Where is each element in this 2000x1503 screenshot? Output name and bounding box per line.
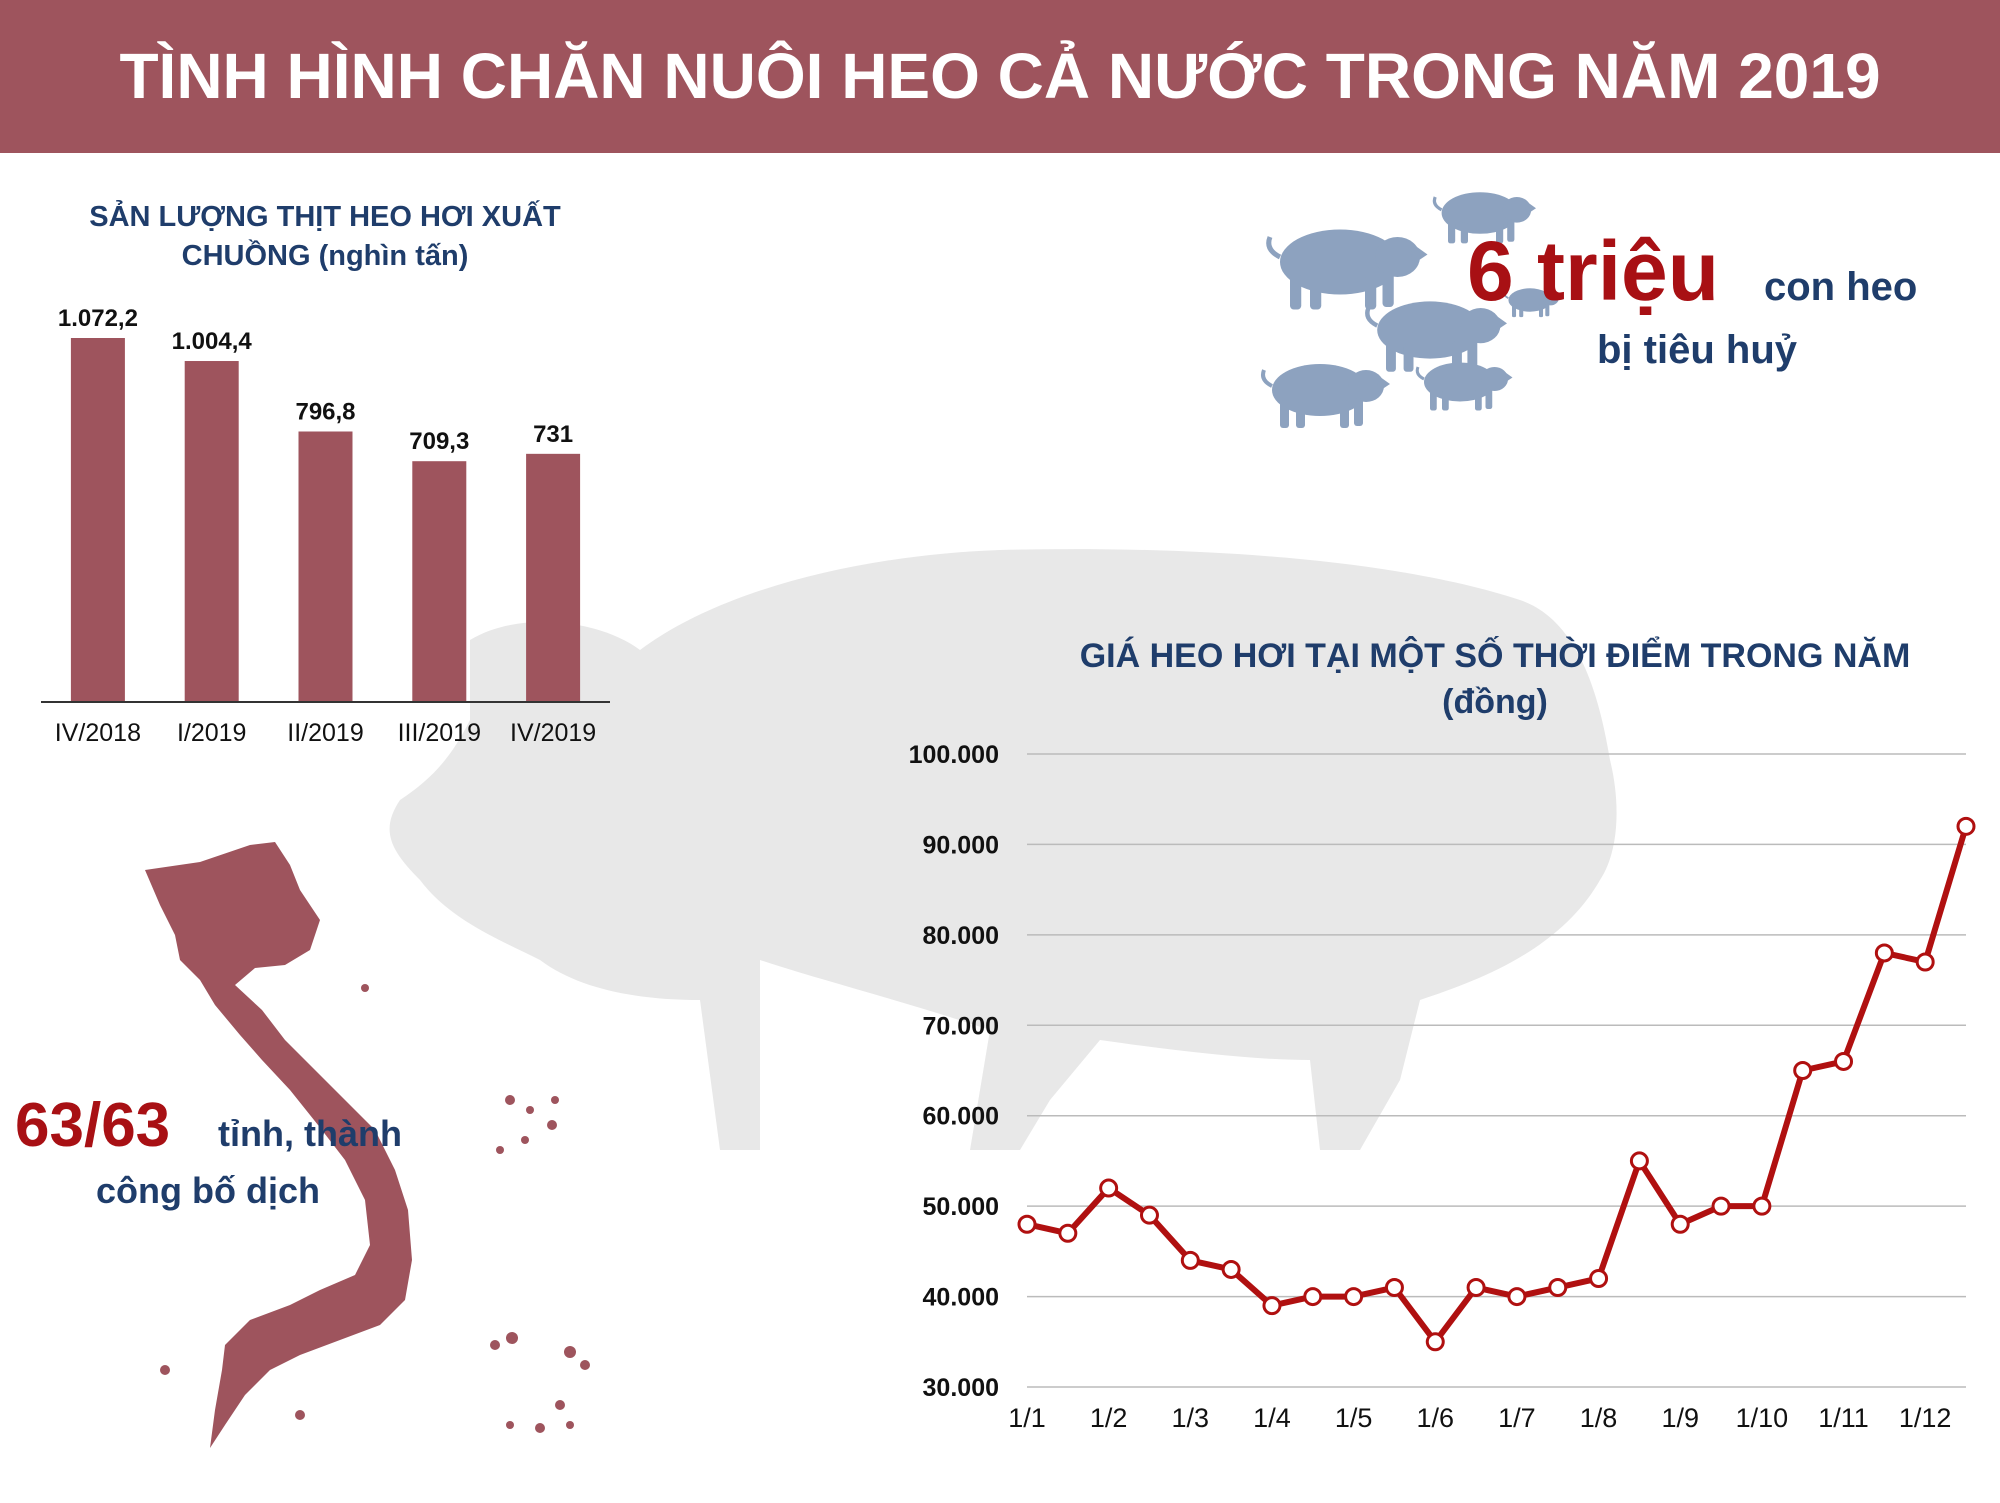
point xyxy=(1180,1250,1200,1270)
bar xyxy=(526,453,581,702)
point xyxy=(1915,952,1935,972)
x-tick-label: 1/6 xyxy=(1416,1403,1454,1433)
point xyxy=(1221,1259,1241,1279)
y-tick-label: 50.000 xyxy=(923,1193,999,1221)
point xyxy=(1956,816,1976,836)
provinces-text: công bố dịch xyxy=(96,1170,320,1211)
x-tick-label: 1/4 xyxy=(1253,1403,1291,1433)
vietnam-map xyxy=(145,842,412,1448)
value-label: 796,8 xyxy=(295,398,355,425)
x-tick-label: 1/8 xyxy=(1580,1403,1618,1433)
x-tick-label: III/2019 xyxy=(398,719,481,747)
y-tick-label: 100.000 xyxy=(909,741,999,769)
point xyxy=(1466,1278,1486,1298)
pig-silhouette xyxy=(389,549,1617,1150)
point xyxy=(1507,1287,1527,1307)
y-tick-label: 30.000 xyxy=(923,1374,999,1402)
point xyxy=(1139,1205,1159,1225)
islands xyxy=(160,984,590,1433)
y-tick-label: 40.000 xyxy=(923,1284,999,1312)
pigs-unit: con heo xyxy=(1764,265,1917,309)
bar xyxy=(298,431,353,702)
bar xyxy=(184,361,239,702)
value-label: 709,3 xyxy=(409,428,469,455)
line-chart-title: GIÁ HEO HƠI TẠI MỘT SỐ THỜI ĐIỂM TRONG N… xyxy=(1079,637,1911,721)
x-tick-label: II/2019 xyxy=(287,719,363,747)
x-tick-label: IV/2019 xyxy=(510,719,596,747)
point xyxy=(1344,1287,1364,1307)
point xyxy=(1058,1223,1078,1243)
x-tick-label: 1/1 xyxy=(1008,1403,1046,1433)
x-tick-label: 1/3 xyxy=(1172,1403,1210,1433)
x-tick-label: 1/2 xyxy=(1090,1403,1128,1433)
provinces-unit: tỉnh, thành xyxy=(218,1113,402,1154)
x-tick-label: 1/12 xyxy=(1899,1403,1952,1433)
point xyxy=(1589,1268,1609,1288)
y-tick-label: 60.000 xyxy=(923,1103,999,1131)
point xyxy=(1425,1332,1445,1352)
x-tick-label: IV/2018 xyxy=(55,719,141,747)
page-title: TÌNH HÌNH CHĂN NUÔI HEO CẢ NƯỚC TRONG NĂ… xyxy=(119,39,1880,112)
pigs-text: bị tiêu huỷ xyxy=(1597,328,1798,372)
point xyxy=(1670,1214,1690,1234)
provinces-number: 63/63 xyxy=(15,1091,170,1160)
x-tick-label: I/2019 xyxy=(177,719,247,747)
x-tick-label: 1/10 xyxy=(1736,1403,1789,1433)
point xyxy=(1874,943,1894,963)
y-tick-label: 90.000 xyxy=(923,831,999,859)
point xyxy=(1711,1196,1731,1216)
bar xyxy=(70,338,125,702)
y-tick-label: 80.000 xyxy=(923,922,999,950)
bar xyxy=(412,461,467,702)
value-label: 1.072,2 xyxy=(58,305,138,332)
value-label: 1.004,4 xyxy=(172,328,253,355)
x-tick-label: 1/7 xyxy=(1498,1403,1536,1433)
point xyxy=(1384,1278,1404,1298)
x-tick-label: 1/11 xyxy=(1818,1403,1869,1433)
point xyxy=(1752,1196,1772,1216)
point xyxy=(1834,1051,1854,1071)
value-label: 731 xyxy=(533,421,573,448)
point xyxy=(1303,1287,1323,1307)
point xyxy=(1629,1151,1649,1171)
point xyxy=(1262,1296,1282,1316)
bar-chart-title: SẢN LƯỢNG THỊT HEO HƠI XUẤT CHUỒNG (nghì… xyxy=(89,201,561,272)
point xyxy=(1793,1061,1813,1080)
pigs-number: 6 triệu xyxy=(1467,224,1719,318)
header-bar xyxy=(0,0,2000,153)
point xyxy=(1548,1278,1568,1298)
x-tick-label: 1/5 xyxy=(1335,1403,1373,1433)
point xyxy=(1017,1214,1037,1234)
y-tick-label: 70.000 xyxy=(923,1012,999,1040)
x-tick-label: 1/9 xyxy=(1661,1403,1699,1433)
point xyxy=(1099,1178,1119,1198)
